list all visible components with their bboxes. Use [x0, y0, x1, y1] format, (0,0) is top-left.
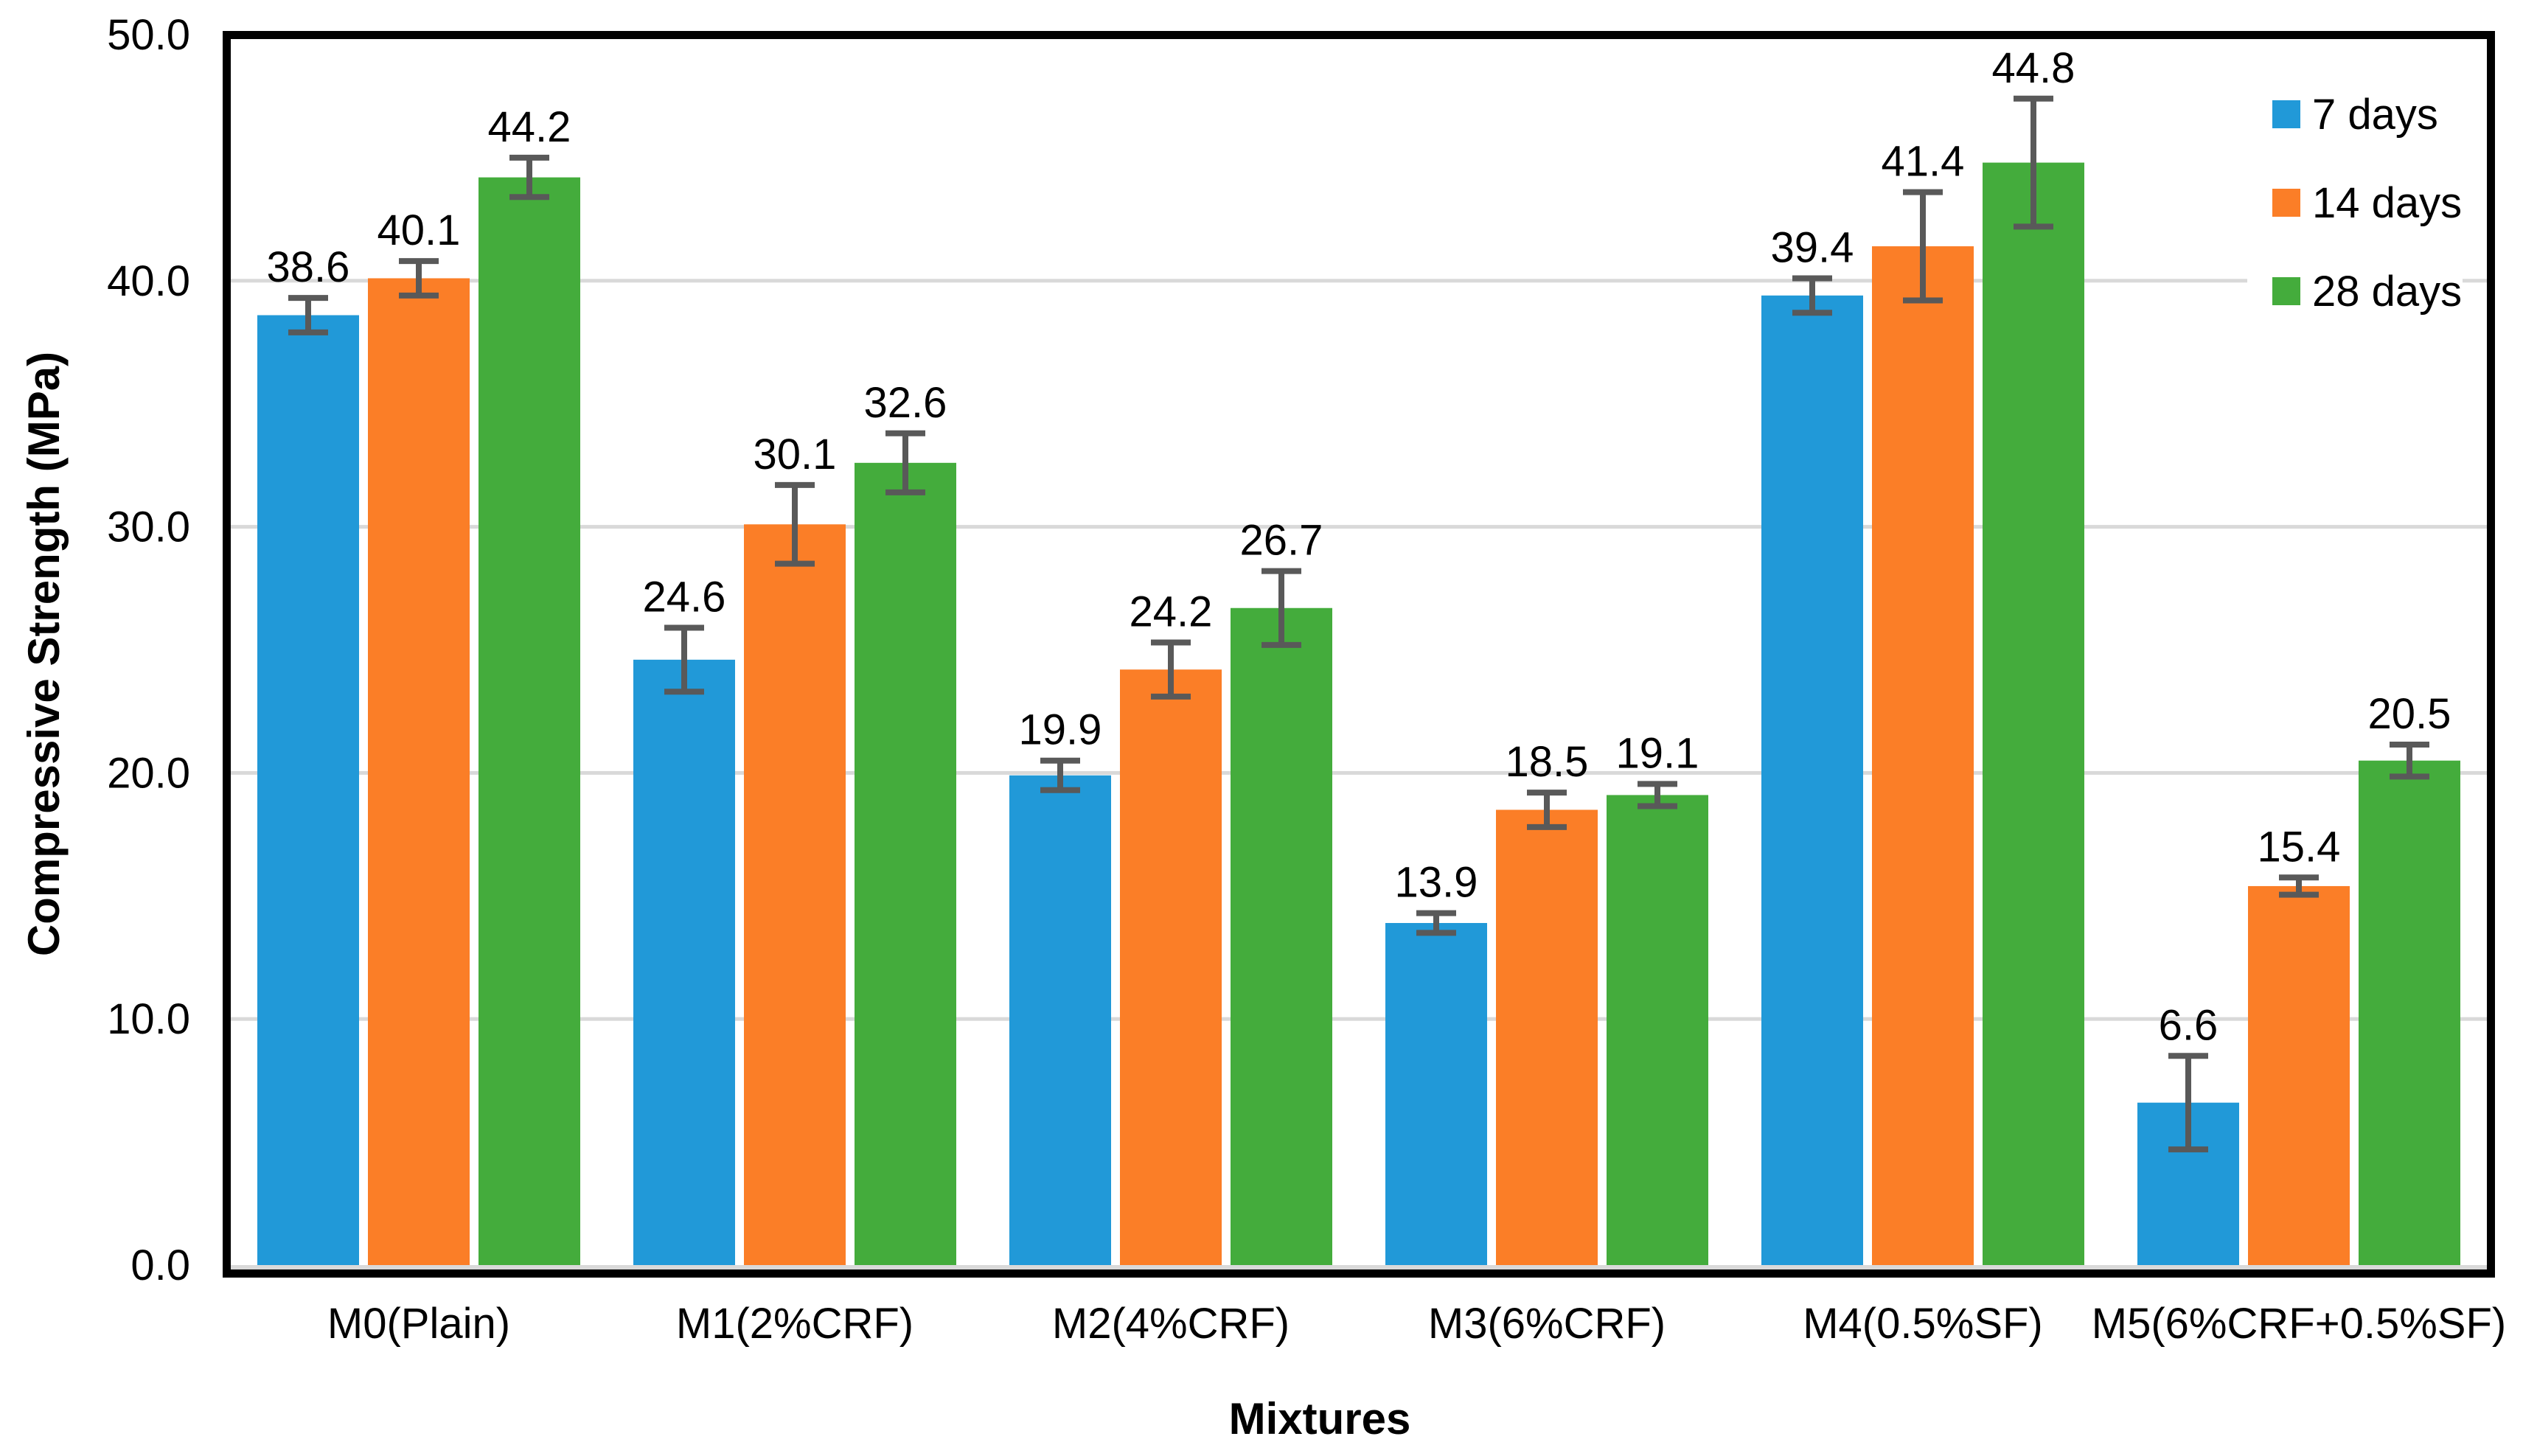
bar-14days-M3(6%CRF) [1496, 809, 1598, 1265]
legend-label-14days: 14 days [2312, 179, 2462, 227]
border-right [2487, 31, 2495, 1278]
zero-baseline [231, 1265, 2487, 1269]
value-label: 41.4 [1882, 138, 1965, 186]
bar-7days-M4(0.5%SF) [1761, 295, 1863, 1265]
bar-28days-M4(0.5%SF) [1983, 162, 2084, 1265]
bar-28days-M2(4%CRF) [1231, 607, 1332, 1265]
bar-14days-M5(6%CRF+0.5%SF) [2248, 885, 2350, 1265]
value-label: 18.5 [1506, 738, 1589, 786]
bar-14days-M0(Plain) [368, 278, 470, 1265]
bars [257, 162, 2460, 1266]
legend-swatch-28days [2272, 277, 2300, 305]
gridline [231, 279, 2487, 283]
value-label: 19.9 [1019, 706, 1102, 754]
x-axis-baseline [231, 1265, 2487, 1269]
y-tick-label: 10.0 [107, 995, 190, 1043]
legend-label-28days: 28 days [2312, 268, 2462, 316]
value-label: 13.9 [1395, 859, 1478, 907]
x-tick-label-M2(4%CRF): M2(4%CRF) [1052, 1300, 1290, 1348]
x-tick-label-M1(2%CRF): M1(2%CRF) [676, 1300, 914, 1348]
y-axis-title: Compressive Strength (MPa) [19, 352, 69, 956]
value-label: 32.6 [864, 379, 947, 427]
border-top [223, 31, 2495, 39]
error-bars [288, 95, 2429, 1153]
value-label: 19.1 [1616, 729, 1699, 777]
value-label: 30.1 [754, 431, 837, 478]
bar-28days-M1(2%CRF) [855, 462, 956, 1265]
value-label: 6.6 [2159, 1001, 2218, 1049]
value-label: 44.8 [1992, 44, 2075, 92]
bar-7days-M2(4%CRF) [1009, 775, 1111, 1265]
gridline [231, 1017, 2487, 1021]
value-label: 40.1 [377, 206, 461, 254]
legend-swatch-7days [2272, 100, 2300, 128]
bar-14days-M2(4%CRF) [1120, 669, 1222, 1265]
x-tick-label-M4(0.5%SF): M4(0.5%SF) [1803, 1300, 2043, 1348]
y-tick-labels: 0.0 10.0 20.0 30.0 40.0 50.0 [107, 11, 190, 1289]
plot-border [223, 31, 2495, 1278]
x-axis-title: Mixtures [1229, 1394, 1411, 1443]
value-label: 20.5 [2368, 690, 2451, 738]
y-tick-label: 20.0 [107, 749, 190, 797]
value-label: 26.7 [1240, 517, 1323, 565]
value-label: 24.2 [1130, 588, 1213, 635]
legend: 7 days 14 days 28 days [2247, 87, 2463, 317]
bar-14days-M1(2%CRF) [744, 524, 846, 1265]
gridlines [231, 279, 2487, 1021]
bar-14days-M4(0.5%SF) [1872, 246, 1974, 1265]
y-tick-label: 50.0 [107, 11, 190, 59]
bar-7days-M3(6%CRF) [1385, 923, 1487, 1265]
y-tick-label: 30.0 [107, 504, 190, 551]
x-tick-label-M0(Plain): M0(Plain) [327, 1300, 510, 1348]
bar-28days-M5(6%CRF+0.5%SF) [2359, 760, 2460, 1265]
legend-swatch-14days [2272, 189, 2300, 217]
value-label: 24.6 [643, 573, 726, 621]
gridline [231, 525, 2487, 529]
x-tick-label-M3(6%CRF): M3(6%CRF) [1428, 1300, 1666, 1348]
bar-7days-M1(2%CRF) [633, 659, 735, 1265]
bar-7days-M0(Plain) [257, 315, 359, 1266]
legend-label-7days: 7 days [2312, 91, 2438, 139]
value-label: 38.6 [267, 243, 350, 291]
x-tick-labels: M0(Plain) M1(2%CRF) M2(4%CRF) M3(6%CRF) M4(0… [327, 1300, 2506, 1348]
value-labels: 38.6 24.6 19.9 13.9 39.4 6.6 40.1 30.1 24.2 18.5 4… [267, 44, 2451, 1049]
y-tick-label: 40.0 [107, 257, 190, 305]
value-label: 39.4 [1771, 223, 1854, 271]
bar-28days-M3(6%CRF) [1607, 795, 1708, 1265]
value-label: 15.4 [2258, 823, 2341, 871]
x-tick-label-M5(6%CRF+0.5%SF): M5(6%CRF+0.5%SF) [2092, 1300, 2506, 1348]
border-left [223, 31, 231, 1278]
y-tick-label: 0.0 [130, 1241, 190, 1289]
bar-28days-M0(Plain) [478, 177, 580, 1265]
gridline [231, 770, 2487, 775]
value-label: 44.2 [488, 103, 571, 151]
border-bottom [223, 1269, 2495, 1278]
